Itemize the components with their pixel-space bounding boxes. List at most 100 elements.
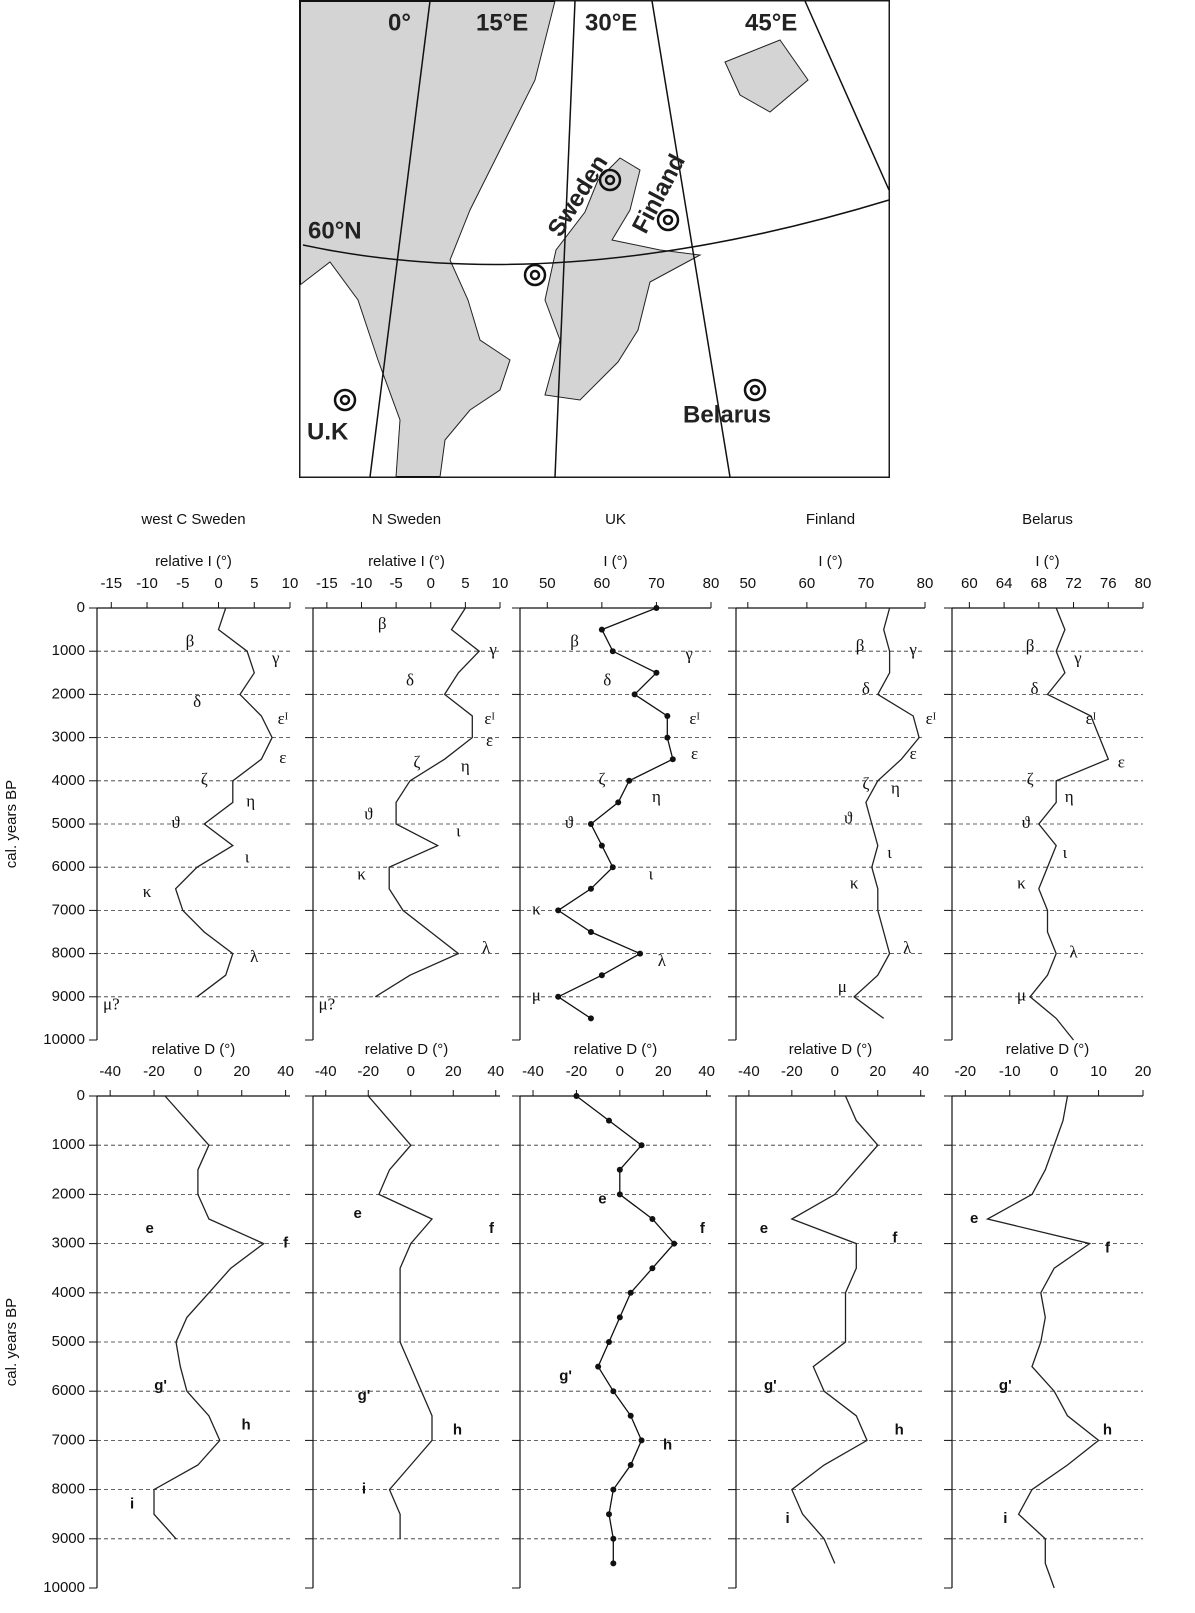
x-tick-label: 20 — [233, 1063, 250, 1080]
data-point — [605, 1511, 612, 1518]
x-tick-label: -15 — [100, 575, 122, 592]
x-tick-label: 80 — [703, 575, 720, 592]
panel: Belarus I (°) 60 64 68 72 76 80 β γ δ εᴵ ε ζ η ϑ ι κ λ μ — [944, 511, 1152, 1041]
x-axis-label: relative D (°) — [365, 1041, 449, 1058]
data-point — [605, 1117, 612, 1124]
data-point — [555, 907, 562, 914]
data-point — [616, 1166, 623, 1173]
data-point — [664, 713, 671, 719]
x-tick-label: 20 — [1135, 1063, 1152, 1080]
data-point — [626, 777, 633, 784]
map-baltic — [544, 157, 702, 401]
annotation: η — [1065, 787, 1074, 806]
series-line — [985, 1095, 1100, 1589]
y-tick-label: 8000 — [52, 945, 85, 962]
map-label: 15°E — [476, 9, 528, 36]
data-point — [610, 1535, 617, 1542]
annotation: ι — [245, 847, 250, 866]
annotation: ϑ — [171, 813, 180, 832]
annotation: δ — [862, 679, 870, 698]
annotation: γ — [908, 640, 917, 659]
x-tick-label: 40 — [487, 1063, 504, 1080]
annotation: εᴵ — [1086, 709, 1097, 728]
x-tick-label: 80 — [1135, 575, 1152, 592]
annotation: ζ — [1027, 770, 1034, 789]
x-tick-label: 50 — [539, 575, 556, 592]
data-point — [587, 1015, 594, 1022]
panel: UK I (°) 50 60 70 80 β γ δ εᴵ ε ζ η ϑ ι κ λ μ — [512, 511, 720, 1041]
y-tick-label: 5000 — [52, 815, 85, 832]
data-point — [671, 1240, 678, 1247]
x-tick-label: 5 — [250, 575, 258, 592]
data-point — [627, 1462, 634, 1468]
x-tick-label: 10 — [492, 575, 509, 592]
annotation: f — [892, 1230, 898, 1247]
x-tick-label: 5 — [461, 575, 469, 592]
annotation: β — [570, 631, 579, 650]
annotation: ι — [1063, 843, 1068, 862]
annotation: λ — [658, 951, 667, 970]
data-point — [669, 756, 676, 763]
y-tick-label: 6000 — [52, 858, 85, 875]
data-point — [653, 605, 660, 611]
x-axis-label: I (°) — [1035, 553, 1059, 570]
data-point — [664, 734, 671, 741]
data-point — [610, 1388, 617, 1395]
x-tick-label: 0 — [1050, 1063, 1058, 1080]
map-uk — [299, 261, 401, 478]
annotation: η — [461, 757, 470, 776]
annotation: δ — [193, 692, 201, 711]
data-point — [555, 993, 562, 1000]
y-tick-label: 4000 — [52, 1284, 85, 1301]
data-point — [605, 1339, 612, 1345]
x-tick-label: 70 — [858, 575, 875, 592]
annotation: g' — [764, 1377, 777, 1394]
series-line — [1029, 607, 1110, 1041]
x-axis-label: relative D (°) — [789, 1041, 873, 1058]
annotation: ϑ — [364, 804, 373, 823]
annotation: κ — [532, 899, 541, 918]
data-point — [587, 885, 594, 892]
series-line — [174, 607, 273, 998]
annotation: ε — [279, 748, 286, 767]
data-point — [573, 1093, 580, 1099]
x-axis-label: relative D (°) — [152, 1041, 236, 1058]
data-point — [598, 626, 605, 633]
panel-title: N Sweden — [372, 511, 441, 528]
annotation: γ — [271, 649, 280, 668]
annotation: μ — [532, 986, 541, 1005]
annotation: β — [186, 631, 195, 650]
map-label: 0° — [388, 9, 411, 36]
panel: Finland I (°) 50 60 70 80 β γ δ εᴵε ζ η ϑ ι κ λ μ — [728, 511, 937, 1041]
x-tick-label: 80 — [917, 575, 934, 592]
x-tick-label: 70 — [648, 575, 665, 592]
data-point — [649, 1216, 656, 1222]
annotation: μ? — [319, 994, 336, 1013]
x-tick-label: -40 — [738, 1063, 760, 1080]
y-tick-label: 10000 — [43, 1031, 85, 1048]
annotation: h — [242, 1417, 251, 1434]
annotation: h — [453, 1422, 462, 1439]
data-point — [649, 1265, 656, 1272]
annotation: δ — [1030, 679, 1038, 698]
annotation: h — [1103, 1422, 1112, 1439]
y-tick-label: 10000 — [43, 1579, 85, 1596]
data-point — [595, 1363, 602, 1370]
annotation: λ — [903, 938, 912, 957]
data-point — [598, 842, 605, 849]
data-point — [598, 972, 605, 979]
annotation: f — [700, 1220, 706, 1237]
series-line — [374, 607, 481, 998]
annotation: δ — [603, 670, 611, 689]
annotation: i — [130, 1495, 134, 1512]
map-white-sea — [724, 39, 809, 113]
annotation: μ? — [103, 994, 120, 1013]
data-point — [587, 821, 594, 827]
data-point — [610, 1560, 617, 1567]
x-tick-label: -40 — [99, 1063, 121, 1080]
annotation: f — [489, 1220, 495, 1237]
annotation: ζ — [413, 752, 420, 771]
y-tick-label: 2000 — [52, 685, 85, 702]
annotation: i — [1003, 1510, 1007, 1527]
